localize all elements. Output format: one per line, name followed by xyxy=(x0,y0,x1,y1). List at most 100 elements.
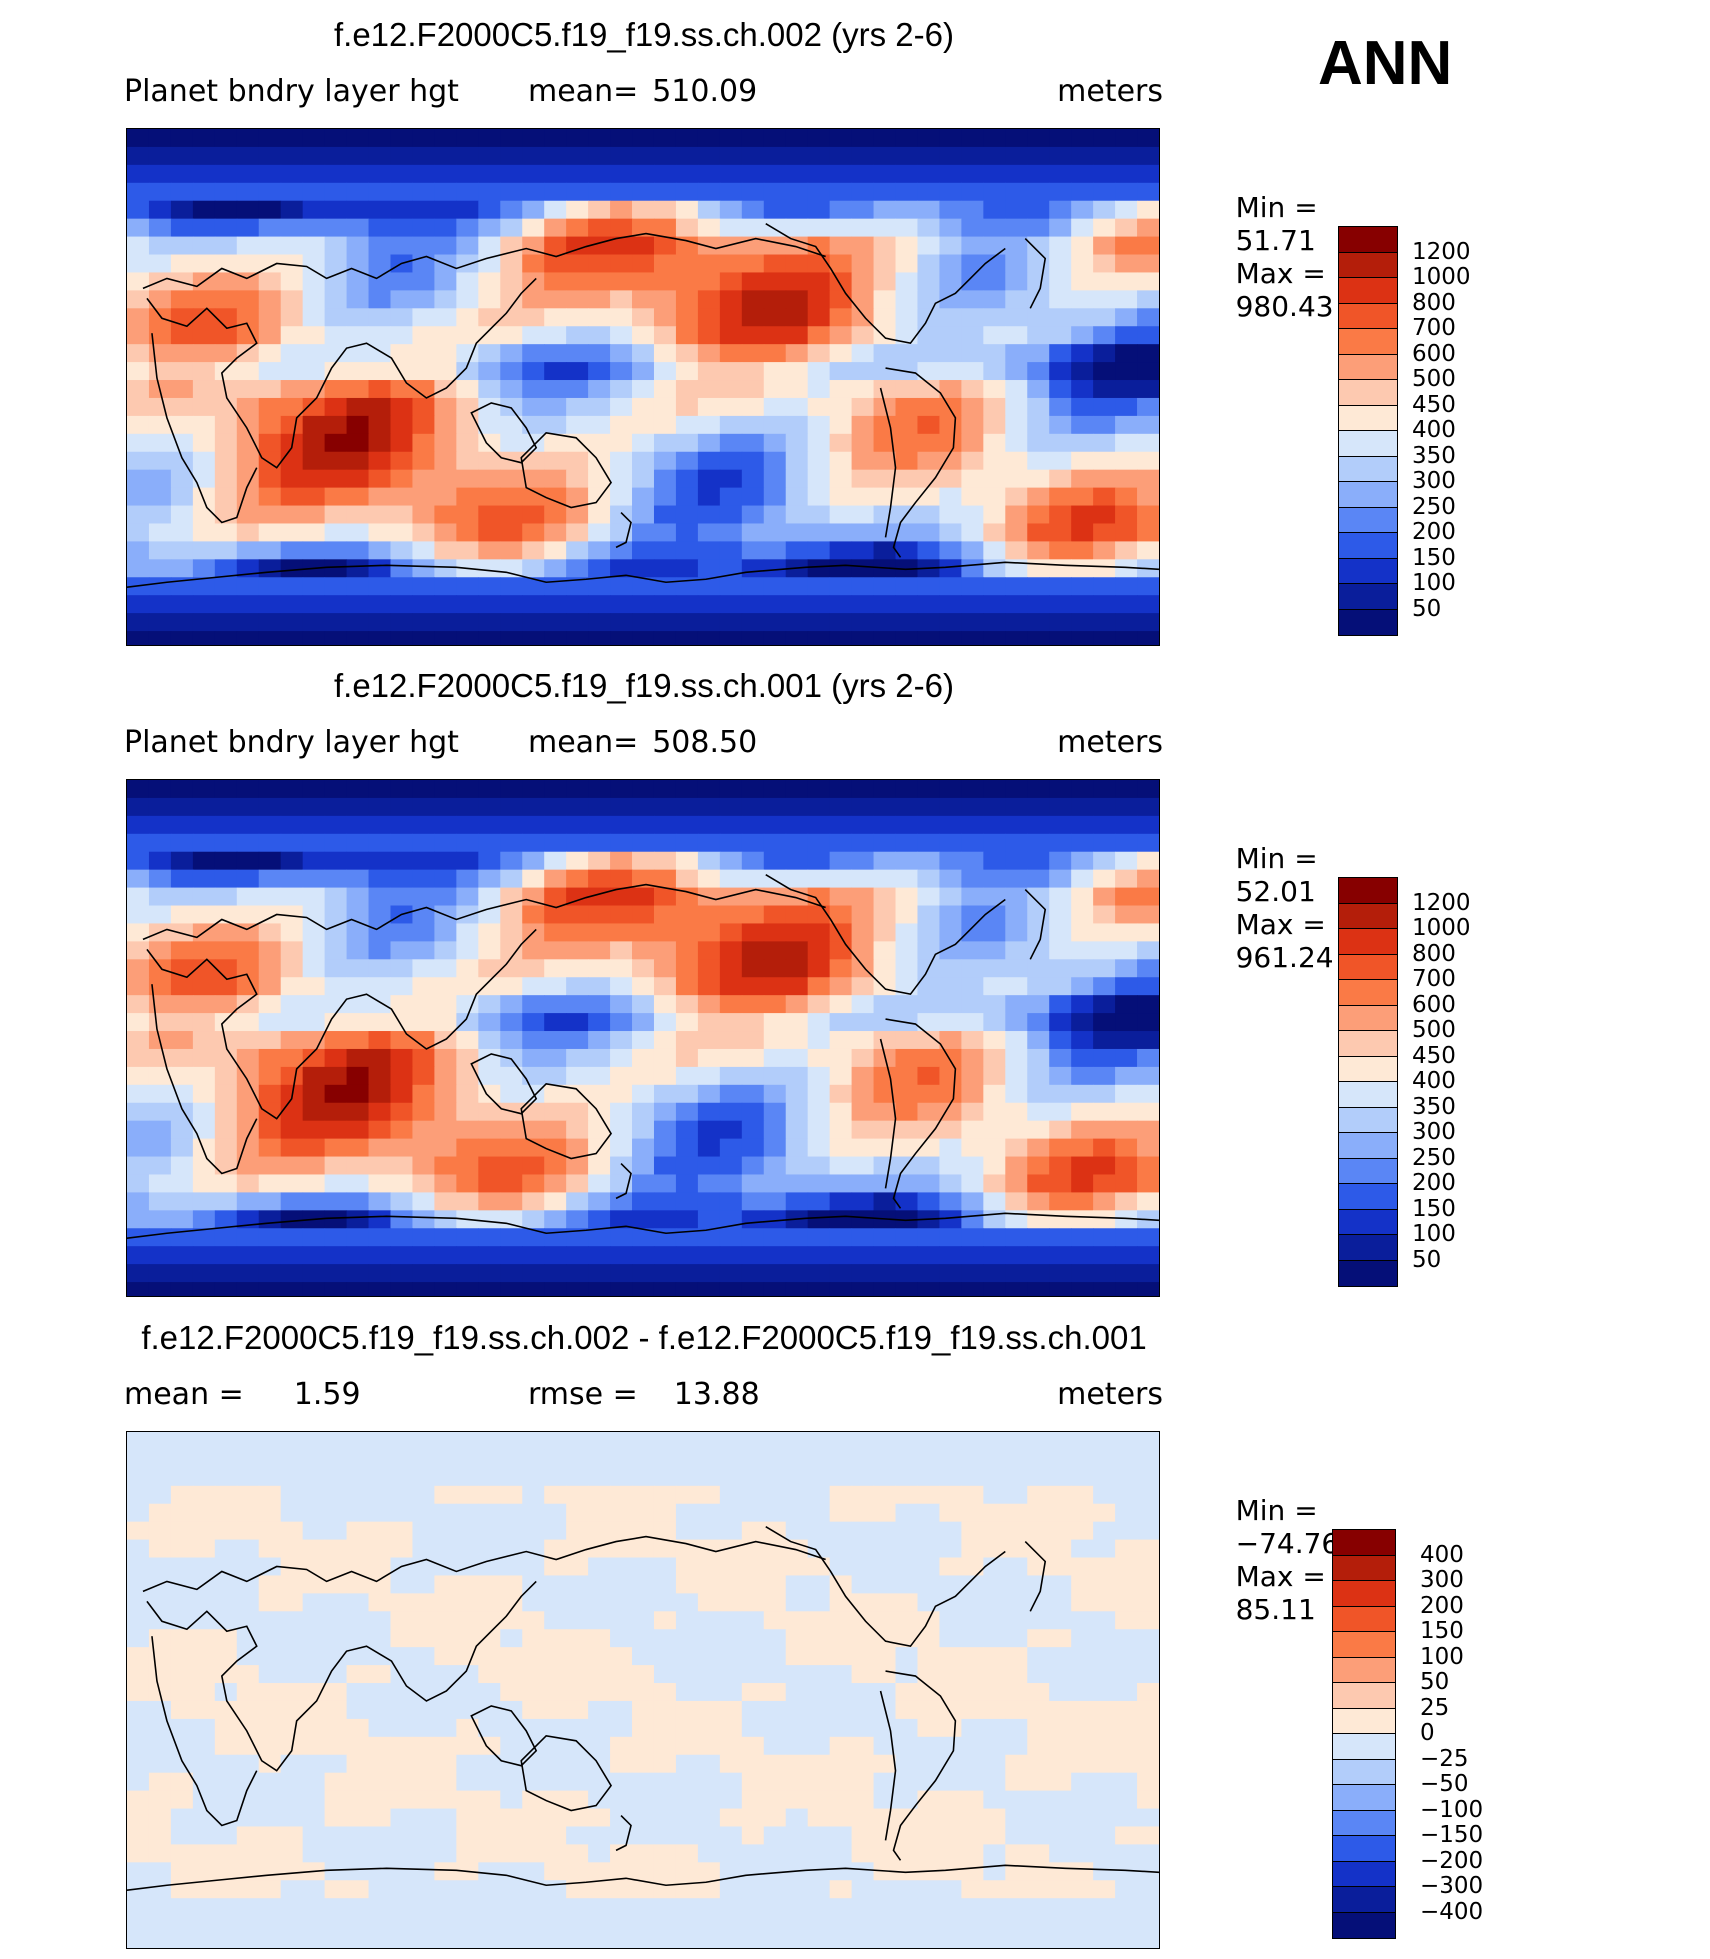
contour-cell xyxy=(346,1503,370,1523)
contour-cell xyxy=(807,164,831,184)
contour-cell xyxy=(478,595,501,614)
contour-cell xyxy=(456,977,479,996)
coastline xyxy=(885,1670,957,1861)
contour-cell xyxy=(258,1611,282,1630)
contour-cell xyxy=(588,613,611,632)
contour-cell xyxy=(1115,1210,1138,1229)
contour-cell xyxy=(632,995,655,1014)
contour-cell xyxy=(961,308,984,327)
contour-cell xyxy=(785,1192,809,1211)
contour-cell xyxy=(544,1174,567,1193)
contour-cell xyxy=(346,1772,370,1792)
contour-cell xyxy=(829,1156,853,1175)
contour-cell xyxy=(434,1120,457,1140)
contour-cell xyxy=(1093,1629,1116,1648)
contour-cell xyxy=(763,272,787,291)
contour-cell xyxy=(302,1138,326,1158)
contour-cell xyxy=(1005,1485,1028,1505)
contour-cell xyxy=(1137,164,1159,184)
contour-cell xyxy=(456,1683,479,1702)
contour-cell xyxy=(412,218,435,238)
contour-cell xyxy=(1049,851,1072,871)
contour-cell xyxy=(1093,415,1116,435)
contour-cell xyxy=(522,1503,545,1523)
contour-cell xyxy=(741,1772,765,1792)
contour-cell xyxy=(829,218,853,238)
colorbar-cell xyxy=(1339,1235,1397,1261)
colorbar-cell xyxy=(1333,1708,1395,1734)
contour-cell xyxy=(324,308,348,327)
contour-cell xyxy=(346,995,370,1014)
contour-cell xyxy=(434,780,457,799)
contour-cell xyxy=(566,380,589,399)
contour-cell xyxy=(917,380,940,399)
contour-cell xyxy=(653,1700,677,1720)
contour-cell xyxy=(873,487,897,507)
contour-cell xyxy=(1027,595,1050,614)
contour-cell xyxy=(346,397,370,417)
contour-cell xyxy=(258,1898,282,1917)
contour-cell xyxy=(807,1754,831,1774)
contour-cell xyxy=(632,290,655,309)
contour-cell xyxy=(983,1192,1006,1211)
contour-cell xyxy=(675,1282,699,1296)
colorbar-cell xyxy=(1339,929,1397,955)
contour-cell xyxy=(873,1031,897,1050)
contour-cell xyxy=(500,595,523,614)
contour-cell xyxy=(785,200,809,220)
contour-cell xyxy=(632,523,655,542)
contour-cell xyxy=(939,1647,962,1666)
contour-cell xyxy=(785,1898,809,1917)
contour-cell xyxy=(1049,959,1072,978)
contour-cell xyxy=(588,559,611,578)
contour-cell xyxy=(324,1138,348,1158)
contour-cell xyxy=(697,1629,721,1648)
contour-cell xyxy=(675,1934,699,1948)
contour-cell xyxy=(1093,1880,1116,1899)
contour-cell xyxy=(939,869,962,889)
contour-cell xyxy=(983,780,1006,799)
contour-cell xyxy=(478,1228,501,1247)
contour-cell xyxy=(258,129,282,148)
contour-cell xyxy=(1137,1449,1159,1469)
contour-cell xyxy=(961,415,984,435)
contour-cell xyxy=(785,797,809,817)
contour-cell xyxy=(390,559,413,578)
contour-cell xyxy=(983,1503,1006,1523)
contour-cell xyxy=(324,595,348,614)
contour-cell xyxy=(127,815,150,835)
contour-cell xyxy=(610,1449,633,1469)
contour-cell xyxy=(785,326,809,345)
contour-cell xyxy=(851,1754,875,1774)
contour-cell xyxy=(939,815,962,835)
contour-cell xyxy=(170,559,194,578)
contour-cell xyxy=(763,1282,787,1296)
contour-cell xyxy=(763,1916,787,1935)
contour-cell xyxy=(588,1228,611,1247)
contour-cell xyxy=(763,631,787,645)
contour-cell xyxy=(829,1120,853,1140)
contour-cell xyxy=(500,326,523,345)
contour-cell xyxy=(1093,995,1116,1014)
contour-cell xyxy=(741,631,765,645)
contour-cell xyxy=(434,1844,457,1863)
contour-cell xyxy=(983,1120,1006,1140)
contour-cell xyxy=(1115,1138,1138,1158)
contour-cell xyxy=(895,1683,918,1702)
contour-cell xyxy=(588,1174,611,1193)
contour-cell xyxy=(829,1264,853,1283)
contour-cell xyxy=(785,1066,809,1086)
contour-cell xyxy=(544,1916,567,1935)
contour-cell xyxy=(719,1700,743,1720)
contour-cell xyxy=(961,1754,984,1774)
contour-cell xyxy=(280,541,304,560)
contour-cell xyxy=(566,977,589,996)
contour-cell xyxy=(610,1521,633,1541)
contour-cell xyxy=(807,1120,831,1140)
contour-cell xyxy=(961,1665,984,1684)
contour-cell xyxy=(544,344,567,363)
contour-cell xyxy=(368,415,391,435)
contour-cell xyxy=(961,1593,984,1612)
contour-cell xyxy=(939,1557,962,1576)
contour-cell xyxy=(697,559,721,578)
